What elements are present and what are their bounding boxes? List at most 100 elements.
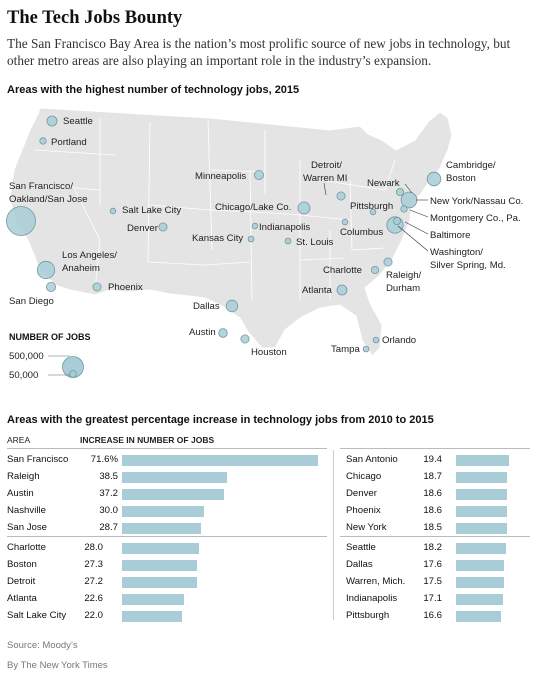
city-circle-san-francisco-oakland-san-jose [6, 206, 36, 236]
bar-dallas [456, 560, 505, 571]
bar-value-new-york: 18.5 [423, 522, 442, 533]
legend-circle-small [69, 370, 77, 378]
bar-raleigh [122, 472, 228, 483]
bar-value-boston: 27.3 [84, 559, 103, 570]
map-label-portland: Portland [51, 137, 87, 148]
bar-label-san-francisco: San Francisco [7, 454, 69, 465]
bar-label-pittsburgh: Pittsburgh [346, 610, 390, 621]
legend: NUMBER OF JOBS 500,000 50,000 [9, 332, 91, 381]
column-head-increase: INCREASE IN NUMBER OF JOBS [80, 435, 215, 445]
column-divider [333, 450, 334, 620]
bar-value-warren-mich-: 17.5 [423, 576, 442, 587]
map-label-detroit: Detroit/Warren MI [303, 160, 347, 184]
bar-value-raleigh: 38.5 [99, 471, 118, 482]
bar-label-dallas: Dallas [346, 559, 373, 570]
city-circle-detroit-warren-mi [336, 191, 346, 201]
bar-nashville [122, 506, 205, 517]
bar-chicago [456, 472, 508, 483]
legend-label-50000: 50,000 [9, 370, 38, 381]
bar-value-dallas: 17.6 [423, 559, 442, 570]
map-label-phoenix: Phoenix [108, 282, 143, 293]
chart-title: The Tech Jobs Bounty [7, 8, 183, 28]
bar-label-austin: Austin [7, 488, 34, 499]
map-label-pittsburgh: Pittsburgh [350, 201, 393, 212]
legend-title: NUMBER OF JOBS [9, 332, 91, 342]
bar-warren-mich- [456, 577, 504, 588]
map-leader-lines [323, 182, 429, 252]
bar-san-antonio [456, 455, 510, 466]
bar-value-phoenix: 18.6 [423, 505, 442, 516]
city-circle-denver [158, 222, 168, 232]
city-circle-salt-lake-city [109, 207, 117, 215]
city-circle-pittsburgh [369, 208, 377, 216]
map-label-raleigh: Raleigh/Durham [386, 270, 422, 294]
bar-value-salt-lake-city: 22.0 [84, 610, 103, 621]
bar-value-atlanta: 22.6 [84, 593, 103, 604]
bar-value-san-antonio: 19.4 [423, 454, 442, 465]
city-circle-dallas [225, 299, 239, 313]
header-divider [7, 448, 327, 449]
bars-heading: Areas with the greatest percentage incre… [7, 414, 434, 426]
bar-value-chicago: 18.7 [423, 471, 442, 482]
city-circle-atlanta [336, 284, 348, 296]
bar-san-jose [122, 523, 201, 534]
city-circle-montgomery-co-pa [400, 205, 408, 213]
bar-value-indianapolis: 17.1 [423, 593, 442, 604]
map-label-seattle: Seattle [63, 116, 93, 127]
map-label-tampa: Tampa [331, 344, 360, 355]
bar-san-francisco [122, 455, 318, 466]
group-divider-left [7, 536, 327, 537]
bar-new-york [456, 523, 507, 534]
bar-detroit [122, 577, 197, 588]
bar-label-raleigh: Raleigh [7, 471, 40, 482]
city-circle-los-angeles-anaheim [36, 260, 56, 280]
map-label-montgomery: Montgomery Co., Pa. [430, 213, 521, 224]
credit-note: By The New York Times [7, 660, 108, 671]
city-circle-minneapolis [253, 169, 264, 180]
map-label-washington: Washington/Silver Spring, Md. [430, 247, 506, 271]
bar-phoenix [456, 506, 507, 517]
source-note: Source: Moody’s [7, 640, 78, 651]
map-label-charlotte: Charlotte [323, 265, 362, 276]
map-label-san-francisco: San Francisco/Oakland/San Jose [9, 181, 87, 205]
bar-atlanta [122, 594, 184, 605]
city-circle-cambridge-boston [426, 171, 442, 187]
city-circle-indianapolis [251, 222, 259, 230]
bar-boston [122, 560, 197, 571]
map-label-boston: Cambridge/Boston [446, 160, 496, 184]
bar-denver [456, 489, 507, 500]
city-circle-seattle [46, 115, 58, 127]
bar-label-atlanta: Atlanta [7, 593, 37, 604]
bar-label-nashville: Nashville [7, 505, 46, 516]
map-label-baltimore: Baltimore [430, 230, 471, 241]
map-label-columbus: Columbus [340, 227, 383, 238]
bar-pittsburgh [456, 611, 502, 622]
city-circle-austin [218, 328, 228, 338]
bar-label-detroit: Detroit [7, 576, 36, 587]
city-circle-baltimore [392, 216, 401, 225]
map-circles [6, 115, 442, 353]
bar-label-seattle: Seattle [346, 542, 376, 553]
map-label-austin: Austin [189, 327, 216, 338]
map-label-dallas: Dallas [193, 301, 220, 312]
bar-value-charlotte: 28.0 [84, 542, 103, 553]
bar-label-boston: Boston [7, 559, 37, 570]
city-circle-st-louis [284, 237, 292, 245]
bar-value-pittsburgh: 16.6 [423, 610, 442, 621]
city-circle-chicago-lake-co [297, 201, 311, 215]
column-head-area: AREA [7, 435, 31, 445]
map-label-new-york: New York/Nassau Co. [430, 196, 523, 207]
group-divider-right [340, 536, 530, 537]
bar-label-san-jose: San Jose [7, 522, 48, 533]
bar-value-san-francisco: 71.6% [90, 454, 118, 465]
bar-value-denver: 18.6 [423, 488, 442, 499]
city-circle-portland [39, 137, 47, 145]
bar-label-charlotte: Charlotte [7, 542, 46, 553]
bar-value-austin: 37.2 [99, 488, 118, 499]
bar-label-san-antonio: San Antonio [346, 454, 398, 465]
city-circle-kansas-city [247, 235, 255, 243]
bar-label-indianapolis: Indianapolis [346, 593, 398, 604]
map-label-denver: Denver [127, 223, 159, 234]
bar-austin [122, 489, 224, 500]
bar-value-nashville: 30.0 [99, 505, 118, 516]
